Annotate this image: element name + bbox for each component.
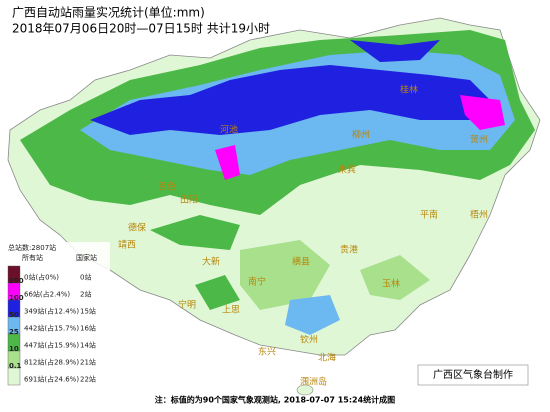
legend-threshold: 10 [9, 345, 19, 353]
place-label: 北海 [318, 352, 336, 364]
place-label: 上思 [222, 305, 240, 316]
legend-all-count: 691站(占24.6%) [24, 375, 79, 384]
legend-all-count: 447站(占15.9%) [24, 341, 79, 350]
place-label: 贺州 [470, 134, 488, 146]
legend-all-count: 442站(占15.7%) [24, 324, 79, 333]
place-label: 钦州 [300, 334, 318, 346]
legend-threshold: 250 [9, 277, 24, 285]
place-label: 东兴 [258, 346, 276, 358]
legend-national-count: 16站 [80, 324, 96, 333]
credit: 广西区气象台制作 [433, 368, 513, 381]
province-map [7, 17, 541, 396]
legend-national-count: 15站 [80, 307, 96, 316]
legend-threshold: 0.1 [9, 362, 22, 370]
legend-header: 国家站 [76, 253, 97, 262]
legend-national-count: 22站 [80, 375, 96, 384]
place-label: 靖西 [118, 239, 136, 251]
place-label: 南宁 [248, 276, 266, 288]
legend-threshold: 50 [9, 311, 19, 319]
place-label: 贵港 [340, 244, 358, 256]
map-title: 广西自动站雨量实况统计(单位:mm) [12, 5, 205, 20]
legend-all-count: 349站(占12.4%) [24, 307, 79, 316]
place-label: 田阳 [180, 195, 198, 206]
place-label: 德保 [128, 222, 146, 234]
legend-threshold: 100 [9, 294, 24, 302]
legend-all-count: 812站(占28.9%) [24, 358, 79, 367]
footer-note: 注：标值的为90个国家气象观测站, 2018-07-07 15:24统计成图 [155, 395, 395, 405]
place-label: 柳州 [352, 129, 370, 141]
legend-all-count: 66站(占2.4%) [24, 290, 70, 299]
legend-national-count: 0站 [80, 273, 91, 282]
place-label: 宁明 [178, 299, 196, 311]
place-label: 涠洲岛 [300, 376, 327, 388]
place-label: 梧州 [470, 209, 488, 221]
map-subtitle: 2018年07月06日20时—07日15时 共计19小时 [12, 22, 270, 36]
legend-national-count: 2站 [80, 290, 91, 299]
legend-header: 所有站 [22, 253, 43, 262]
legend-national-count: 14站 [80, 341, 96, 350]
place-label: 百色 [158, 181, 176, 193]
legend-total: 总站数:2807站 [8, 243, 56, 252]
place-label: 大新 [202, 256, 220, 268]
place-label: 河池 [220, 124, 238, 136]
legend-swatch [7, 367, 21, 386]
place-label: 来宾 [338, 164, 356, 176]
place-label: 横县 [292, 256, 310, 268]
legend-all-count: 0站(占0%) [24, 273, 59, 282]
credit-box [417, 364, 529, 386]
place-label: 玉林 [382, 278, 400, 290]
legend-threshold: 25 [9, 328, 19, 336]
place-label: 桂林 [400, 84, 418, 96]
place-label: 平南 [420, 209, 438, 221]
legend-national-count: 21站 [80, 358, 96, 367]
